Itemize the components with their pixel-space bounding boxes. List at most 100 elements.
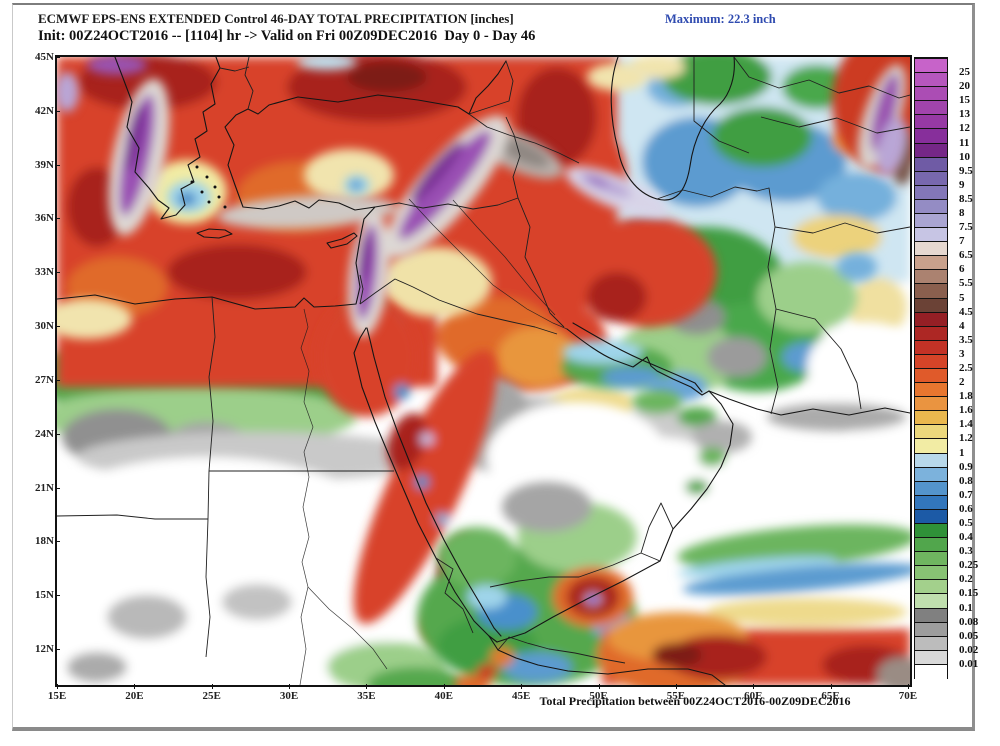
colorbar-block	[915, 114, 947, 130]
colorbar-level-label: 7	[959, 235, 965, 248]
lat-label: 42N	[35, 104, 54, 117]
precip-map-svg	[57, 57, 910, 685]
colorbar-block	[915, 621, 947, 637]
colorbar-block	[915, 480, 947, 496]
colorbar-block	[915, 494, 947, 510]
colorbar-level-label: 4.5	[959, 305, 973, 318]
footer-caption: Total Precipitation between 00Z24OCT2016…	[539, 694, 851, 708]
colorbar-block	[915, 325, 947, 341]
lon-tick	[753, 684, 755, 689]
lat-tick	[55, 541, 60, 543]
colorbar-level-label: 0.5	[959, 517, 973, 529]
colorbar-level-label: 0.2	[959, 573, 973, 586]
colorbar-block	[915, 241, 947, 257]
colorbar-block	[915, 508, 947, 524]
colorbar-block	[915, 579, 947, 595]
colorbar-block	[915, 283, 947, 299]
colorbar-block	[915, 565, 947, 581]
colorbar-block	[915, 170, 947, 186]
lon-label: 60E	[744, 690, 763, 702]
lon-tick	[521, 684, 523, 689]
colorbar-level-label: 9	[959, 178, 965, 191]
lat-tick	[55, 57, 60, 58]
colorbar-block	[915, 466, 947, 482]
lat-label: 36N	[35, 212, 54, 225]
lat-tick	[55, 379, 60, 381]
colorbar-level-label: 5.5	[959, 277, 973, 290]
coastlines	[57, 57, 910, 685]
lon-label: 30E	[279, 690, 299, 702]
colorbar-level-label: 12	[959, 122, 970, 135]
lon-label: 55E	[666, 690, 686, 702]
lat-label: 15N	[35, 589, 54, 602]
lat-label: 12N	[35, 643, 54, 656]
colorbar-level-label: 0.25	[959, 559, 979, 572]
figure-frame	[12, 3, 975, 731]
colorbar-level-label: 0.02	[959, 643, 979, 656]
colorbar-level-label: 9.5	[959, 164, 973, 177]
lon-tick	[598, 684, 600, 689]
colorbar-block	[915, 72, 947, 88]
colorbar-level-label: 8	[959, 207, 965, 219]
colorbar-block	[915, 452, 947, 468]
purple-maxima	[57, 57, 908, 608]
maximum-value-label: Maximum: 22.3 inch	[665, 12, 776, 26]
colorbar-level-label: 0.01	[959, 657, 979, 670]
colorbar-level-label: 11	[959, 136, 970, 149]
colorbar-level-label: 2.5	[959, 362, 973, 374]
colorbar-block	[915, 339, 947, 355]
colorbar-block	[915, 523, 947, 539]
lon-label: 15E	[47, 690, 67, 702]
rivers	[299, 198, 568, 685]
colorbar-block	[915, 663, 947, 679]
colorbar-level-label: 0.9	[959, 460, 973, 473]
lon-label: 65E	[821, 690, 840, 702]
colorbar-level-label: 0.1	[959, 601, 973, 614]
colorbar-level-label: 3.5	[959, 333, 973, 346]
lat-tick	[55, 649, 60, 651]
colorbar-level-label: 0.08	[959, 615, 979, 628]
lon-label: 35E	[357, 690, 376, 702]
colorbar-level-label: 25	[959, 66, 970, 79]
colorbar-block	[915, 198, 947, 214]
colorbar-block	[915, 607, 947, 623]
precip-colorbar: 25 20 15 13 12 11 10 9.5 9 8.5 8 7.5 7 6.5 6 5.5 5 4.5 4 3.…	[914, 57, 978, 679]
lon-tick	[57, 684, 58, 689]
colorbar-level-label: 6	[959, 263, 965, 276]
colorbar-level-label: 1.4	[959, 418, 973, 431]
lat-label: 18N	[35, 535, 54, 548]
colorbar-level-label: 0.8	[959, 474, 973, 487]
lon-tick	[907, 684, 909, 689]
lat-label: 33N	[35, 266, 54, 279]
colorbar-block	[915, 551, 947, 567]
colorbar-block	[915, 128, 947, 144]
colorbar-level-label: 6.5	[959, 249, 973, 262]
lat-label: 39N	[35, 158, 54, 171]
lon-tick	[366, 684, 368, 689]
colorbar-block	[915, 184, 947, 200]
colorbar-block	[915, 424, 947, 440]
latitude-axis: 45N 42N 39N 36N 33N 30N 27N 24N 21N 18N 15N 12N	[16, 0, 60, 746]
lon-label: 70E	[898, 690, 918, 702]
colorbar-block	[915, 311, 947, 327]
colorbar-level-label: 7.5	[959, 221, 973, 234]
colorbar-block	[915, 142, 947, 158]
lon-tick	[830, 684, 832, 689]
colorbar-block	[915, 213, 947, 229]
lon-tick	[134, 684, 136, 689]
colorbar-block	[915, 156, 947, 172]
colorbar-block	[915, 227, 947, 243]
colorbar-level-label: 0.4	[959, 531, 973, 544]
colorbar-level-label: 0.15	[959, 587, 979, 600]
lon-tick	[675, 684, 677, 689]
colorbar-block	[915, 100, 947, 116]
colorbar-block	[915, 438, 947, 454]
lon-label: 40E	[434, 690, 453, 702]
colorbar-level-label: 1.6	[959, 404, 973, 417]
lon-label: 20E	[125, 690, 144, 702]
longitude-axis: 15E 20E 25E 30E 35E 40E 45E 50E 55E 60E 65E 70E	[0, 684, 1000, 708]
aegean-islands	[190, 165, 227, 209]
colorbar-level-label: 0.05	[959, 629, 979, 642]
colorbar-block	[915, 368, 947, 384]
colorbar-block	[915, 297, 947, 313]
